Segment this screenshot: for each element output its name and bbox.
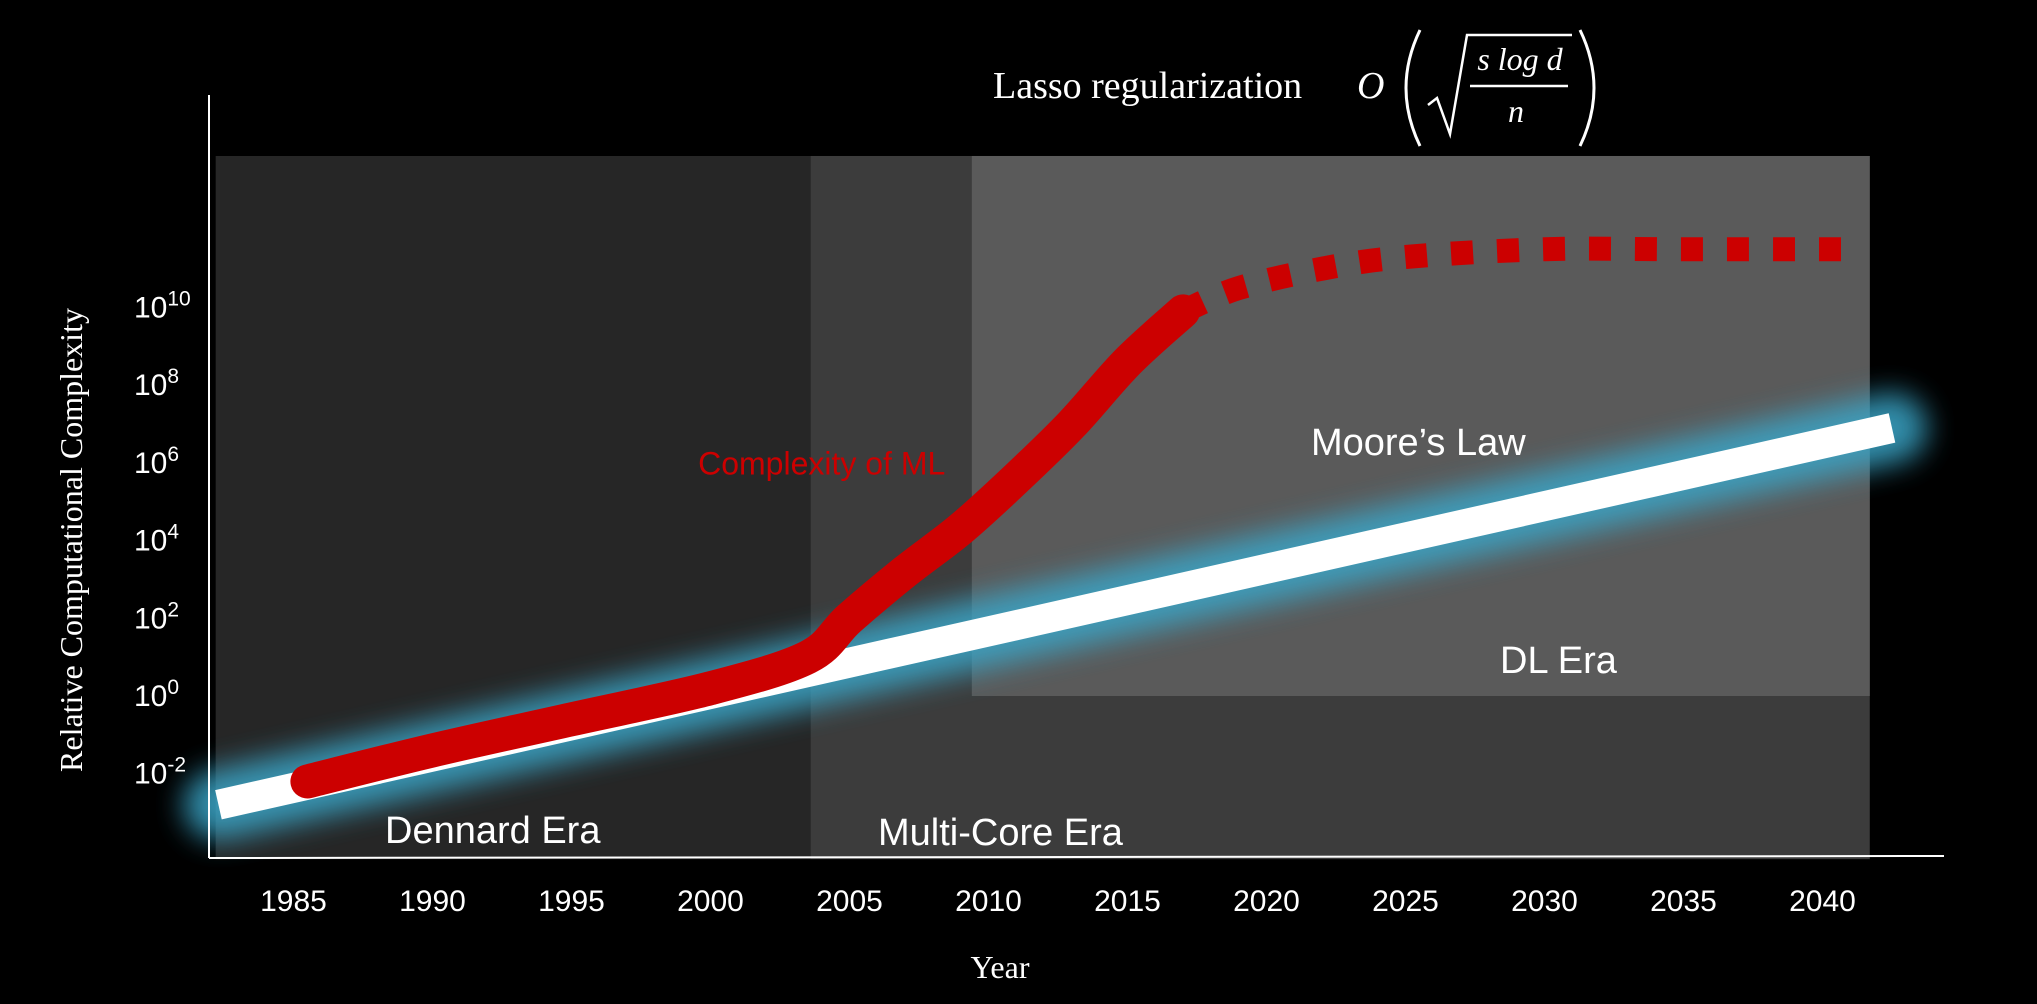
y-tick-label: 108 — [134, 365, 179, 402]
moores-law-label: Moore’s Law — [1311, 422, 1526, 464]
formula-left-paren — [1404, 29, 1422, 147]
ml-complexity-label: Complexity of ML — [698, 446, 945, 482]
era-label-dl-era: DL Era — [1500, 640, 1618, 682]
era-label-dennard-era: Dennard Era — [385, 810, 601, 852]
y-axis-label: Relative Computational Complexity — [53, 308, 89, 772]
x-tick-label: 2040 — [1789, 885, 1856, 918]
x-tick-label: 2030 — [1511, 885, 1578, 918]
x-axis-label: Year — [971, 949, 1030, 985]
x-tick-label: 2035 — [1650, 885, 1717, 918]
x-tick-label: 1985 — [260, 885, 327, 918]
ml-complexity-line — [290, 294, 1201, 799]
x-tick-label: 2005 — [816, 885, 883, 918]
y-tick-label: 100 — [134, 676, 179, 713]
formula-right-paren — [1578, 29, 1596, 147]
y-tick-label: 1010 — [134, 288, 191, 325]
x-tick-label: 1990 — [399, 885, 466, 918]
x-tick-label: 1995 — [538, 885, 605, 918]
formula-big-o: O — [1357, 65, 1384, 107]
y-tick-label: 104 — [134, 521, 179, 558]
y-tick-label: 10-2 — [134, 754, 186, 791]
x-tick-label: 2015 — [1094, 885, 1161, 918]
y-tick-label: 106 — [134, 443, 179, 480]
x-tick-label: 2025 — [1372, 885, 1439, 918]
x-axis-line — [208, 855, 1945, 859]
formula-numerator: s log d — [1477, 41, 1563, 77]
formula-denominator: n — [1508, 93, 1524, 129]
y-tick-label: 102 — [134, 598, 179, 635]
x-tick-label: 2010 — [955, 885, 1022, 918]
x-tick-label: 2020 — [1233, 885, 1300, 918]
chart-title: Lasso regularization O s log d n — [993, 29, 1596, 147]
title-text: Lasso regularization — [993, 65, 1302, 107]
x-tick-label: 2000 — [677, 885, 744, 918]
formula-sqrt — [1427, 33, 1572, 139]
era-label-multi-core-era: Multi-Core Era — [878, 812, 1124, 854]
